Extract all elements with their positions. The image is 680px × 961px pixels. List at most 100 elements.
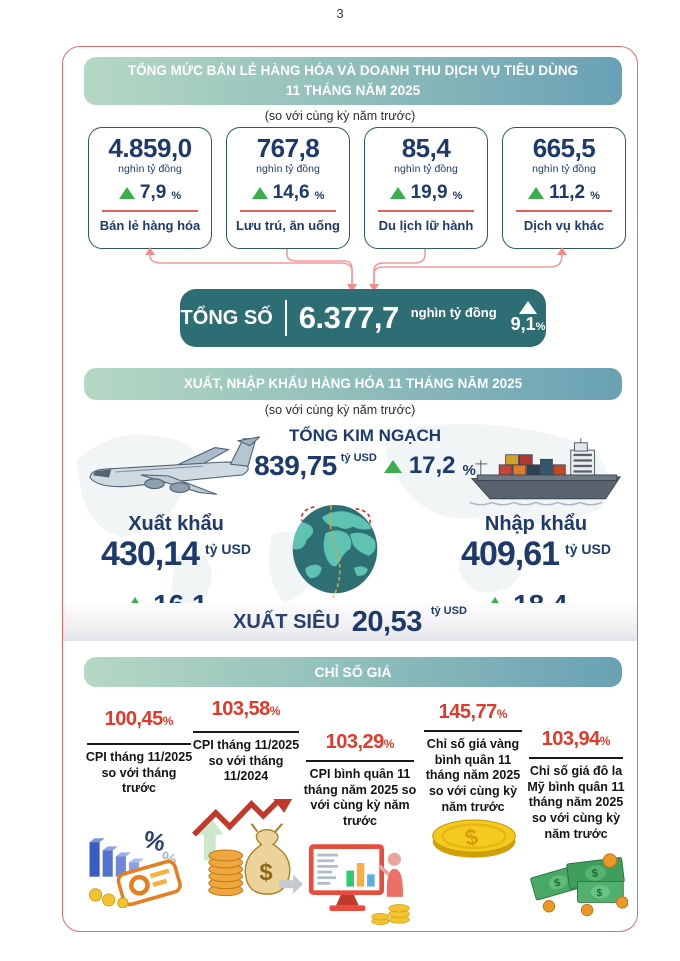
section-trade-subtitle: (so với cùng kỳ năm trước) [264,403,416,417]
percent-sign: % [535,321,546,333]
up-triangle-icon [528,187,545,200]
card-value: 85,4 [401,133,451,163]
section-retail-subtitle: (so với cùng kỳ năm trước) [264,109,416,123]
total-growth: 9,1 [510,314,536,334]
cpi-item-gold-index: 145,77% Chỉ số giá vàng bình quân 11 thá… [421,701,525,815]
dollar-bills-illustration: $ $ $ [530,853,628,917]
cpi-value: 103,94 [541,728,601,750]
up-triangle-icon [383,459,402,473]
export-value: 430,14 [101,535,200,573]
card-unit: nghìn tỷ đồng [256,163,320,176]
divider [193,731,299,733]
svg-text:$: $ [597,888,603,899]
airplane-illustration [89,436,260,495]
cargo-ship-illustration [469,438,622,506]
money-bag-illustration: $ [192,798,304,897]
total-value: 6.377,7 [298,300,399,335]
svg-text:$: $ [553,878,562,890]
connector-arrows [145,247,567,292]
card-accommodation-food: 767,8 nghìn tỷ đồng 14,6 % Lưu trú, ăn u… [226,127,350,249]
section-trade-header: XUẤT, NHẬP KHẨU HÀNG HÓA 11 THÁNG NĂM 20… [84,368,622,400]
divider [516,210,612,213]
card-growth: 11,2 [549,182,586,204]
cpi-value: 103,29 [325,731,385,753]
cpi-item-month-vs-yearago: 103,58% CPI tháng 11/2025 so với tháng 1… [190,698,302,785]
card-growth: 7,9 [139,182,167,204]
percent-sign: % [462,462,476,479]
card-value: 665,5 [532,133,596,163]
bar-chart-illustration: % % [89,826,182,908]
cpi-item-usd-index: 103,94% Chỉ số giá đô la Mỹ bình quân 11… [526,728,626,842]
retail-cards-row: 4.859,0 nghìn tỷ đồng 7,9 % Bán lẻ hàng … [88,127,626,249]
gold-coin-illustration: $ [432,819,516,858]
cpi-item-11m-average: 103,29% CPI bình quân 11 tháng năm 2025 … [303,731,417,830]
cpi-label: Chỉ số giá vàng bình quân 11 tháng năm 2… [425,737,521,814]
cpi-label: Chỉ số giá đô la Mỹ bình quân 11 tháng n… [527,764,625,841]
card-unit: nghìn tỷ đồng [118,163,182,176]
total-turnover-label: TỔNG KIM NGẠCH [288,426,442,445]
monitor-illustration [308,844,410,926]
percent-sign: % [162,714,174,728]
divider [284,300,287,336]
card-value: 767,8 [256,133,320,163]
svg-text:$: $ [463,824,481,851]
percent-sign: % [383,737,395,751]
total-turnover-value: 839,75 [254,450,337,481]
surplus-value: 20,53 [351,605,423,638]
card-growth: 19,9 [410,182,448,204]
section-retail-header: TỔNG MỨC BÁN LẺ HÀNG HÓA VÀ DOANH THU DỊ… [84,57,622,105]
cpi-label: CPI bình quân 11 tháng năm 2025 so với c… [303,767,417,828]
divider [306,760,414,762]
total-unit: nghìn tỷ đồng [410,304,497,320]
percent-sign: % [496,707,508,721]
card-label: Dịch vụ khác [523,218,605,234]
percent-sign: % [314,190,325,203]
percent-sign: % [171,190,182,203]
card-growth: 14,6 [272,182,310,204]
percent-sign: % [452,190,463,203]
section-retail-title-line1: TỔNG MỨC BÁN LẺ HÀNG HÓA VÀ DOANH THU DỊ… [127,63,579,79]
card-label: Lưu trú, ăn uống [235,218,340,234]
retail-total-box: TỔNG SỐ 6.377,7 nghìn tỷ đồng 9,1% [180,289,546,347]
card-value: 4.859,0 [108,133,192,163]
divider [424,730,522,732]
section-trade-title: XUẤT, NHẬP KHẨU HÀNG HÓA 11 THÁNG NĂM 20… [183,376,523,392]
surplus-label: XUẤT SIÊU [233,610,340,633]
card-retail-goods: 4.859,0 nghìn tỷ đồng 7,9 % Bán lẻ hàng … [88,127,212,249]
import-value: 409,61 [461,535,560,573]
content-frame [62,46,638,932]
import-label: Nhập khẩu [484,513,588,535]
export-label: Xuất khẩu [128,513,224,535]
percent-sign: % [590,190,600,203]
svg-text:$: $ [259,859,272,886]
divider [378,210,474,213]
up-triangle-icon [389,187,406,200]
section-retail-title-line2: 11 THÁNG NĂM 2025 [285,83,421,98]
divider [240,210,336,213]
total-turnover-growth: 17,2 [408,452,456,479]
divider [529,757,623,759]
cpi-label: CPI tháng 11/2025 so với tháng trước [85,750,193,796]
percent-sign: % [269,704,281,718]
cpi-item-month-vs-prev: 100,45% CPI tháng 11/2025 so với tháng t… [84,708,194,797]
globe-illustration [292,504,378,598]
card-label: Bán lẻ hàng hóa [99,218,201,234]
export-unit: tỷ USD [205,541,251,557]
section-price-header: CHỈ SỐ GIÁ [84,657,622,687]
up-triangle-icon [251,187,268,200]
card-unit: nghìn tỷ đồng [532,163,596,176]
trade-surplus-band: XUẤT SIÊU 20,53 tỷ USD [63,603,637,641]
surplus-unit: tỷ USD [430,605,467,617]
percent-sign: % [599,734,611,748]
cpi-value: 100,45 [104,708,164,730]
import-unit: tỷ USD [565,541,611,557]
divider [87,743,191,745]
card-unit: nghìn tỷ đồng [394,163,458,176]
divider [102,210,198,213]
total-turnover-row: 839,75 tỷ USD 17,2 % [225,450,505,482]
up-triangle-icon [519,301,538,314]
page-number: 3 [336,6,344,21]
up-triangle-icon [118,187,135,200]
cpi-value: 103,58 [211,698,271,720]
